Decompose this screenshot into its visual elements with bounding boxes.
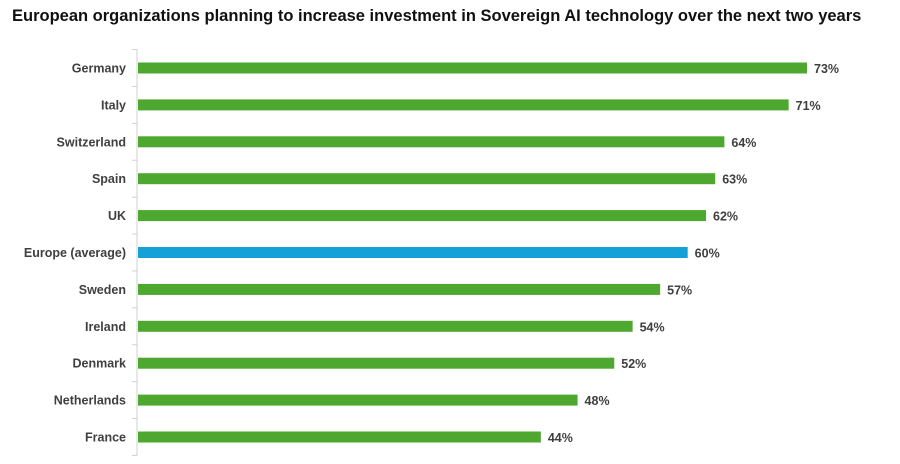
category-label: Denmark bbox=[73, 357, 127, 371]
bar-france bbox=[138, 431, 541, 443]
data-label: 52% bbox=[621, 357, 646, 371]
category-label: Ireland bbox=[85, 320, 126, 334]
chart-title: European organizations planning to incre… bbox=[12, 7, 862, 25]
bar-denmark bbox=[138, 357, 615, 369]
data-label: 44% bbox=[548, 431, 573, 445]
category-label: Spain bbox=[92, 172, 126, 186]
bar-spain bbox=[138, 173, 716, 185]
data-label: 57% bbox=[667, 283, 692, 297]
category-label: Netherlands bbox=[54, 394, 126, 408]
bar-netherlands bbox=[138, 394, 578, 406]
data-label: 73% bbox=[814, 62, 839, 76]
data-label: 63% bbox=[722, 173, 747, 187]
category-label: France bbox=[85, 431, 126, 445]
data-label: 64% bbox=[731, 136, 756, 150]
bar-sweden bbox=[138, 283, 661, 295]
category-label: Germany bbox=[72, 62, 126, 76]
bar-italy bbox=[138, 99, 789, 111]
category-label: Sweden bbox=[79, 283, 126, 297]
bar-uk bbox=[138, 210, 707, 222]
data-label: 71% bbox=[796, 99, 821, 113]
bar-ireland bbox=[138, 320, 633, 332]
category-label: Europe (average) bbox=[24, 246, 126, 260]
category-label: Italy bbox=[101, 98, 126, 112]
data-label: 54% bbox=[640, 320, 665, 334]
bar-switzerland bbox=[138, 136, 725, 148]
bar-europe-average- bbox=[138, 247, 688, 258]
category-label: UK bbox=[108, 209, 126, 223]
data-label: 48% bbox=[585, 394, 610, 408]
bar-germany bbox=[138, 62, 807, 74]
data-label: 60% bbox=[695, 247, 720, 261]
category-label: Switzerland bbox=[57, 135, 126, 149]
data-label: 62% bbox=[713, 210, 738, 224]
